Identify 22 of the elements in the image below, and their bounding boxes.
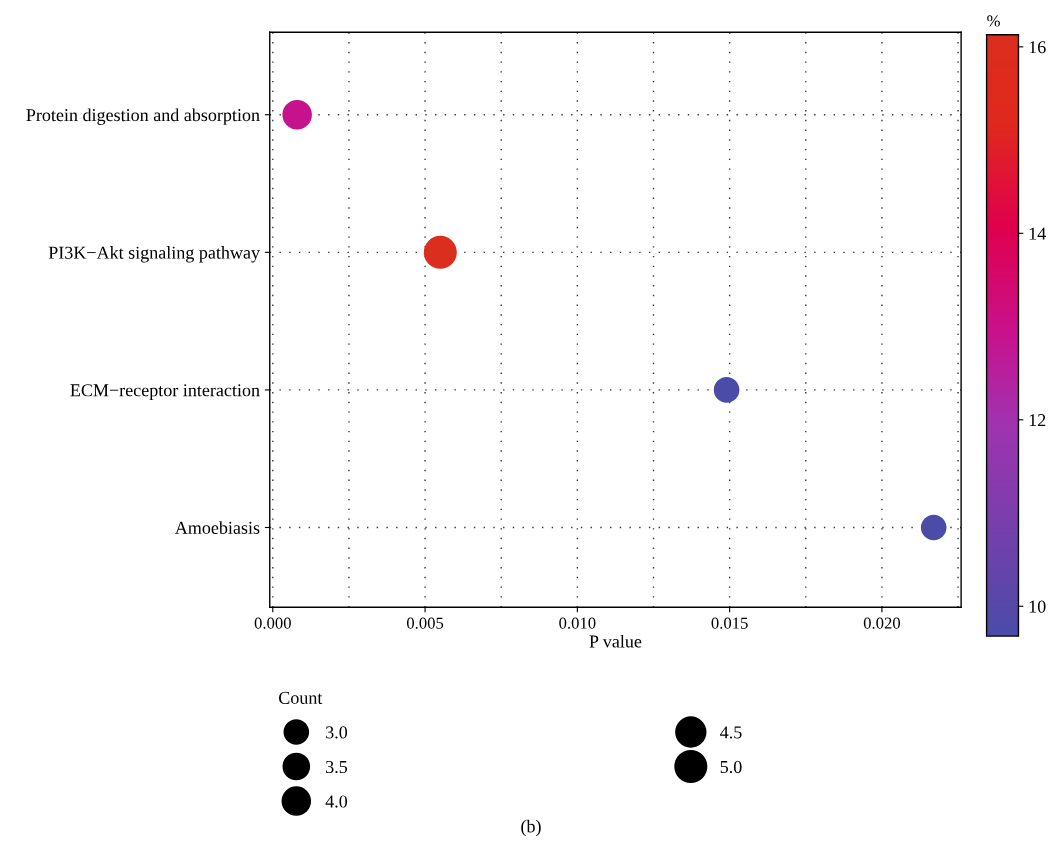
- y-tick-label: Amoebiasis: [174, 521, 260, 534]
- color-bar-label: 12: [1029, 414, 1046, 427]
- x-tick-label: 0.020: [863, 617, 901, 629]
- text: (b): [521, 819, 541, 837]
- legend-label: 5.0: [720, 760, 742, 774]
- color-bar-label: 10: [1029, 600, 1046, 613]
- x-tick-label: 0.000: [254, 617, 291, 629]
- y-tick-label: Protein digestion and absorption: [26, 108, 260, 125]
- y-tick-label: ECM−receptor interaction: [70, 384, 260, 401]
- legend-label: 4.0: [325, 795, 348, 808]
- x-tick-label: 0.010: [559, 617, 596, 629]
- legend-label: 3.5: [326, 760, 348, 774]
- color-bar-label: 16: [1029, 41, 1046, 54]
- y-tick-label: PI3K−Akt signaling pathway: [48, 246, 260, 263]
- x-axis-title: P value: [589, 634, 642, 648]
- color-bar-label: 14: [1029, 227, 1046, 240]
- legend-label: 4.5: [720, 726, 742, 739]
- legend-label: 3.0: [326, 726, 348, 739]
- color-bar-title: %: [987, 15, 1000, 27]
- x-tick-label: 0.015: [711, 617, 748, 629]
- x-tick-label: 0.005: [406, 617, 444, 629]
- legend-title: Count: [278, 691, 323, 704]
